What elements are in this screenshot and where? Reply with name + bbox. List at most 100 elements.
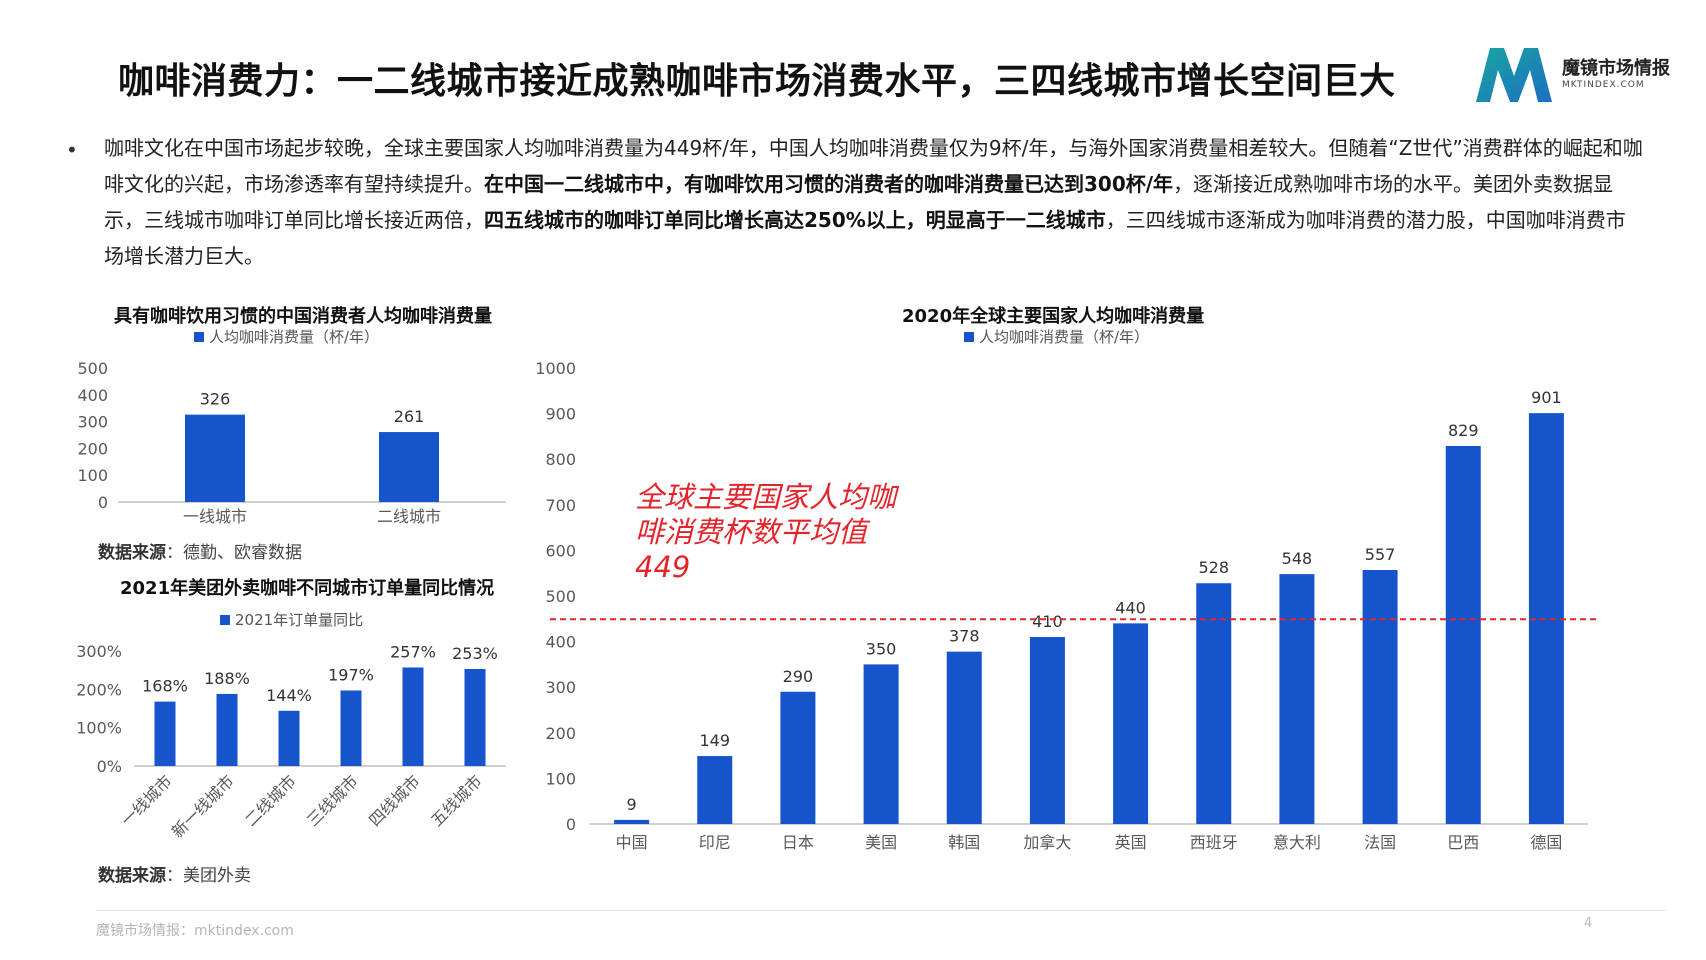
data-label: 557 xyxy=(1365,545,1396,564)
bar xyxy=(402,667,424,766)
bar xyxy=(614,819,650,824)
data-label: 410 xyxy=(1032,612,1063,631)
category-label: 巴西 xyxy=(1447,833,1479,852)
y-tick-label: 0 xyxy=(98,493,108,512)
bar xyxy=(340,690,362,766)
data-label: 901 xyxy=(1531,388,1562,407)
bar xyxy=(464,669,486,766)
y-tick-label: 500 xyxy=(77,359,108,378)
mktindex-m-logo-icon xyxy=(1476,48,1552,102)
footer-text[interactable]: 魔镜市场情报：mktindex.com xyxy=(96,923,294,939)
page-number: 4 xyxy=(1584,916,1593,931)
category-label: 韩国 xyxy=(948,833,980,852)
bar xyxy=(946,651,982,824)
y-tick-label: 300% xyxy=(76,642,122,661)
category-label: 法国 xyxy=(1364,833,1396,852)
y-tick-label: 400 xyxy=(77,386,108,405)
y-tick-label: 200 xyxy=(77,439,108,458)
data-label: 350 xyxy=(866,639,897,658)
bar xyxy=(697,756,733,824)
y-tick-label: 300 xyxy=(545,678,576,697)
legend-swatch xyxy=(964,331,974,342)
category-label: 美国 xyxy=(865,833,897,852)
page-title: 咖啡消费力：一二线城市接近成熟咖啡市场消费水平，三四线城市增长空间巨大 xyxy=(118,61,1396,102)
category-label: 意大利 xyxy=(1273,833,1321,852)
y-tick-label: 0% xyxy=(97,757,122,776)
bar xyxy=(1362,570,1398,824)
y-tick-label: 200% xyxy=(76,680,122,699)
data-label: 261 xyxy=(394,407,425,426)
bullet-dot: • xyxy=(66,138,78,162)
category-label: 西班牙 xyxy=(1190,833,1238,852)
bar xyxy=(863,664,899,824)
chart1-title: 具有咖啡饮用习惯的中国消费者人均咖啡消费量 xyxy=(114,306,492,327)
data-label: 326 xyxy=(200,390,231,409)
data-label: 144% xyxy=(266,686,312,705)
category-label: 印尼 xyxy=(699,833,731,852)
y-tick-label: 900 xyxy=(545,405,576,424)
bar xyxy=(185,414,245,502)
para-part-1: 咖啡文化在中国市场起步较晚，全球主要国家人均咖啡消费量为449杯/年，中国人均咖… xyxy=(104,136,1643,196)
source-label: 数据来源 xyxy=(98,543,166,563)
y-tick-label: 200 xyxy=(545,724,576,743)
chart3-legend: 人均咖啡消费量（杯/年） xyxy=(964,326,1149,347)
footer-divider xyxy=(96,910,1666,911)
bar xyxy=(379,432,439,502)
bar xyxy=(1279,574,1315,824)
bar xyxy=(1445,445,1481,824)
chart1-source-text: 德勤、欧睿数据 xyxy=(183,543,302,563)
category-label: 二线城市 xyxy=(377,507,441,526)
data-label: 257% xyxy=(390,642,436,661)
data-label: 290 xyxy=(783,667,814,686)
data-label: 440 xyxy=(1115,598,1146,617)
data-label: 197% xyxy=(328,665,374,684)
bar xyxy=(1196,583,1232,824)
brand-url: MKTINDEX.COM xyxy=(1562,80,1645,90)
data-label: 528 xyxy=(1198,558,1229,577)
data-label: 829 xyxy=(1448,421,1479,440)
bar xyxy=(1113,623,1149,824)
chart2-legend-label: 2021年订单量同比 xyxy=(235,611,364,629)
y-tick-label: 0 xyxy=(566,815,576,834)
chart2-legend: 2021年订单量同比 xyxy=(220,609,363,630)
category-label: 加拿大 xyxy=(1023,833,1071,852)
chart1-legend: 人均咖啡消费量（杯/年） xyxy=(194,326,379,347)
category-label: 日本 xyxy=(782,833,814,852)
para-part-4: 四五线城市的咖啡订单同比增长高达250%以上，明显高于一二线城市 xyxy=(484,208,1106,232)
average-annotation: 全球主要国家人均咖啡消费杯数平均值449 xyxy=(635,480,897,584)
intro-paragraph: 咖啡文化在中国市场起步较晚，全球主要国家人均咖啡消费量为449杯/年，中国人均咖… xyxy=(104,130,1644,274)
data-label: 253% xyxy=(452,644,498,663)
data-label: 188% xyxy=(204,669,250,688)
data-label: 168% xyxy=(142,677,188,696)
data-label: 9 xyxy=(626,795,636,814)
category-label: 德国 xyxy=(1530,833,1562,852)
y-tick-label: 400 xyxy=(545,633,576,652)
y-tick-label: 600 xyxy=(545,541,576,560)
y-tick-label: 100 xyxy=(77,466,108,485)
chart1-source: 数据来源：德勤、欧睿数据 xyxy=(98,543,302,563)
chart2-source: 数据来源：美团外卖 xyxy=(98,866,251,886)
y-tick-label: 1000 xyxy=(535,359,576,378)
y-tick-label: 700 xyxy=(545,496,576,515)
para-part-5: ，三四线城市逐渐成为咖啡消费的潜力股，中国咖啡消费市场增长潜力巨大。 xyxy=(104,208,1626,268)
legend-swatch xyxy=(194,331,204,342)
chart2-title: 2021年美团外卖咖啡不同城市订单量同比情况 xyxy=(120,578,495,599)
y-tick-label: 800 xyxy=(545,450,576,469)
brand-block[interactable]: 魔镜市场情报 MKTINDEX.COM xyxy=(1470,42,1690,112)
data-label: 378 xyxy=(949,627,980,646)
bar xyxy=(1029,637,1065,824)
y-tick-label: 100% xyxy=(76,719,122,738)
y-tick-label: 300 xyxy=(77,413,108,432)
para-part-3: ，逐渐接近成熟咖啡市场的水平。美团外卖数据显示，三线城市咖啡订单同比增长接近两倍… xyxy=(104,172,1614,232)
bar xyxy=(780,691,816,824)
chart3-title: 2020年全球主要国家人均咖啡消费量 xyxy=(902,306,1205,327)
bar xyxy=(216,693,238,766)
category-label: 中国 xyxy=(616,833,648,852)
para-part-2: 在中国一二线城市中，有咖啡饮用习惯的消费者的咖啡消费量已达到300杯/年 xyxy=(484,172,1174,196)
chart1-legend-label: 人均咖啡消费量（杯/年） xyxy=(209,328,380,346)
y-tick-label: 100 xyxy=(545,769,576,788)
y-tick-label: 500 xyxy=(545,587,576,606)
